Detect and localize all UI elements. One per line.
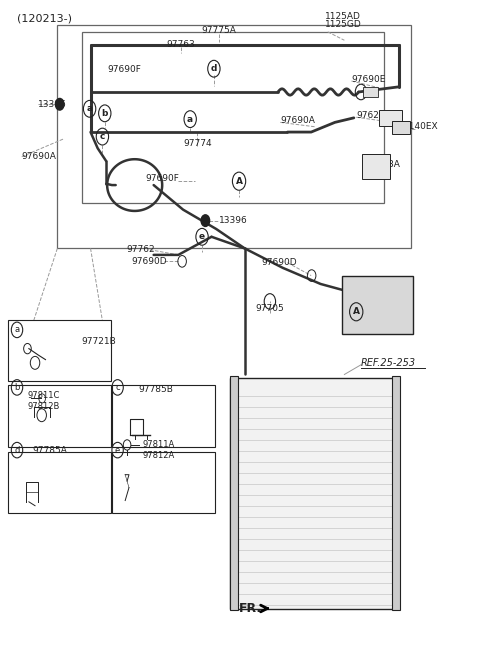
Bar (83, 32, 384, 203)
Circle shape (56, 98, 64, 110)
Bar (8, 385, 111, 447)
Text: A: A (236, 177, 242, 186)
Text: 97690F: 97690F (145, 174, 179, 183)
Text: 97690D: 97690D (131, 257, 167, 266)
Text: 1125AD: 1125AD (325, 12, 361, 22)
Text: 97623: 97623 (356, 111, 385, 120)
Text: 97762: 97762 (126, 245, 155, 254)
Bar (112, 385, 216, 447)
Text: a: a (86, 104, 93, 113)
Bar (57, 25, 411, 248)
Bar (379, 110, 402, 126)
Bar (363, 87, 378, 96)
Text: e: e (199, 232, 205, 241)
Text: 97785B: 97785B (138, 385, 173, 394)
Bar (8, 319, 111, 381)
Text: c: c (115, 383, 120, 392)
Text: 97812B: 97812B (28, 402, 60, 411)
Text: 13396: 13396 (219, 216, 247, 225)
Text: 97690F: 97690F (107, 65, 141, 74)
Text: 97811C: 97811C (28, 391, 60, 400)
Text: 97690A: 97690A (280, 116, 315, 125)
Text: d: d (211, 64, 217, 73)
Text: 97812A: 97812A (143, 451, 175, 460)
Bar (229, 378, 399, 609)
Text: 97811A: 97811A (143, 441, 175, 449)
Text: 97775A: 97775A (201, 26, 236, 35)
Circle shape (201, 215, 210, 226)
Text: 97690E: 97690E (351, 74, 386, 83)
Bar (392, 376, 400, 610)
Text: 97763: 97763 (166, 40, 195, 49)
Text: e: e (115, 445, 120, 454)
Text: 13396: 13396 (38, 100, 67, 109)
Text: b: b (14, 383, 20, 392)
Text: a: a (187, 115, 193, 124)
Bar (362, 154, 390, 179)
Text: 1140EX: 1140EX (404, 123, 438, 132)
Text: REF.25-253: REF.25-253 (361, 358, 416, 368)
Text: a: a (14, 325, 20, 334)
Text: 97785A: 97785A (33, 445, 68, 454)
Text: (120213-): (120213-) (17, 14, 72, 24)
Text: 97690A: 97690A (22, 152, 57, 161)
Bar (229, 376, 238, 610)
Text: 97721B: 97721B (81, 337, 116, 346)
Text: A: A (353, 307, 360, 316)
Bar (8, 452, 111, 514)
Bar (342, 276, 413, 334)
Text: 1125GD: 1125GD (325, 20, 362, 29)
Text: 97701: 97701 (377, 310, 406, 319)
Text: 97788A: 97788A (366, 160, 401, 169)
Bar (112, 452, 216, 514)
Text: b: b (102, 109, 108, 118)
Text: FR.: FR. (239, 602, 262, 615)
Text: c: c (100, 132, 105, 141)
Bar (392, 121, 410, 134)
Text: 97690D: 97690D (261, 258, 297, 267)
Text: 97705: 97705 (255, 304, 284, 313)
Text: 97774: 97774 (183, 140, 212, 148)
Text: d: d (14, 445, 20, 454)
